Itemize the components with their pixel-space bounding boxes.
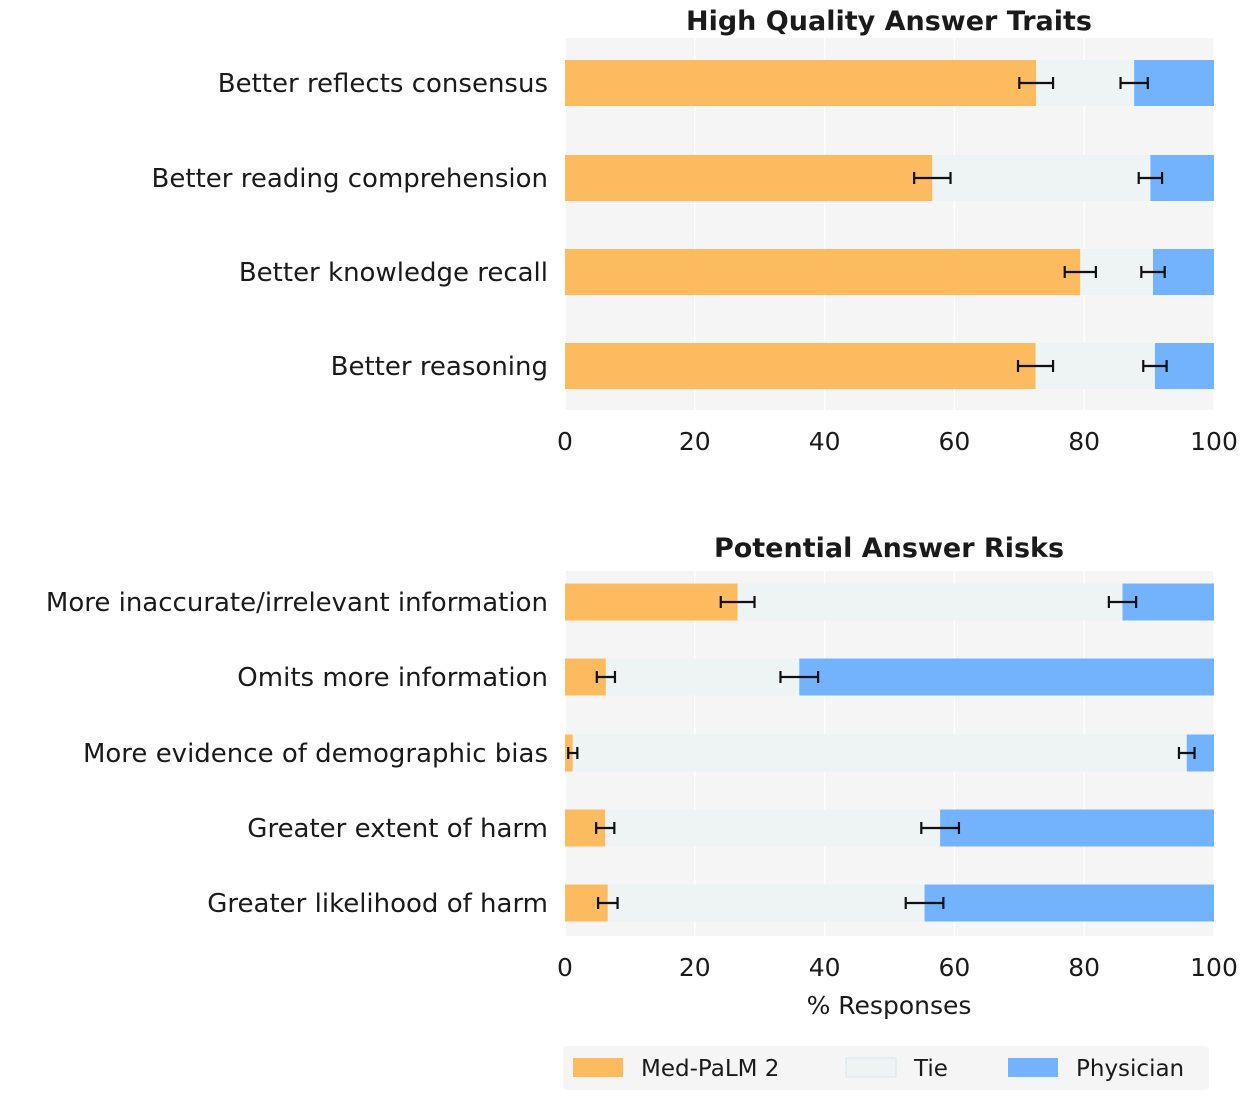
x-tick-label: 0 bbox=[557, 953, 573, 982]
error-bar bbox=[1018, 77, 1055, 89]
bar-tie bbox=[607, 884, 925, 922]
legend-item-physician: Physician bbox=[1008, 1056, 1184, 1082]
error-bar bbox=[904, 897, 945, 909]
category-label: More inaccurate/irrelevant information bbox=[46, 588, 548, 618]
bar-tie bbox=[572, 734, 1187, 772]
x-tick-label: 60 bbox=[938, 427, 970, 456]
bar-medpalm bbox=[565, 583, 738, 621]
x-axis-label: % Responses bbox=[807, 991, 972, 1020]
category-label: Better reading comprehension bbox=[152, 164, 548, 194]
panel-high-quality-traits: High Quality Answer Traits Better reflec… bbox=[152, 6, 1238, 456]
x-tick-label: 80 bbox=[1068, 953, 1100, 982]
category-label: Better reflects consensus bbox=[218, 69, 548, 99]
x-tick-label: 40 bbox=[809, 427, 841, 456]
error-bar bbox=[1063, 266, 1097, 278]
bar-tie bbox=[605, 809, 941, 847]
bar-medpalm bbox=[565, 60, 1037, 106]
x-tick-label: 20 bbox=[679, 953, 711, 982]
error-bar bbox=[1119, 77, 1149, 89]
category-label: Greater extent of harm bbox=[247, 814, 548, 844]
bar-medpalm bbox=[565, 155, 933, 201]
bar-tie bbox=[1035, 343, 1155, 389]
chart-title: High Quality Answer Traits bbox=[686, 6, 1092, 37]
category-label: Greater likelihood of harm bbox=[207, 889, 548, 919]
x-tick-label: 20 bbox=[679, 427, 711, 456]
error-bar bbox=[1137, 172, 1164, 184]
legend: Med-PaLM 2 Tie Physician bbox=[563, 1046, 1209, 1090]
error-bar bbox=[596, 897, 619, 909]
category-label: Omits more information bbox=[237, 663, 548, 693]
bar-physician bbox=[940, 809, 1214, 847]
error-bar bbox=[1142, 360, 1168, 372]
legend-label-physician: Physician bbox=[1076, 1056, 1184, 1082]
error-bar bbox=[595, 671, 617, 683]
error-bar bbox=[779, 671, 820, 683]
bar-tie bbox=[605, 658, 800, 696]
error-bar bbox=[1140, 266, 1166, 278]
legend-swatch-physician bbox=[1008, 1058, 1058, 1077]
x-tick-label: 0 bbox=[557, 427, 573, 456]
bar-tie bbox=[737, 583, 1123, 621]
error-bar bbox=[913, 172, 952, 184]
error-bar bbox=[567, 747, 579, 759]
legend-label-tie: Tie bbox=[913, 1056, 948, 1082]
category-label: More evidence of demographic bias bbox=[83, 739, 548, 769]
error-bar bbox=[595, 822, 616, 834]
x-tick-label: 80 bbox=[1068, 427, 1100, 456]
chart-title: Potential Answer Risks bbox=[714, 533, 1064, 564]
legend-label-medpalm: Med-PaLM 2 bbox=[641, 1056, 779, 1082]
legend-item-tie: Tie bbox=[845, 1056, 948, 1082]
panel-potential-risks: Potential Answer Risks More inaccurate/i… bbox=[46, 533, 1238, 1020]
legend-swatch-medpalm bbox=[573, 1058, 623, 1077]
legend-swatch-tie bbox=[845, 1057, 897, 1078]
bar-physician bbox=[1122, 583, 1214, 621]
x-tick-label: 60 bbox=[938, 953, 970, 982]
error-bar bbox=[1107, 596, 1138, 608]
bar-physician bbox=[799, 658, 1214, 696]
bar-medpalm bbox=[565, 249, 1081, 295]
x-tick-label: 100 bbox=[1190, 427, 1238, 456]
error-bar bbox=[1016, 360, 1055, 372]
error-bar bbox=[719, 596, 756, 608]
category-label: Better reasoning bbox=[331, 352, 548, 382]
bar-physician bbox=[924, 884, 1214, 922]
category-label: Better knowledge recall bbox=[239, 258, 548, 288]
bar-tie bbox=[932, 155, 1151, 201]
x-tick-label: 40 bbox=[809, 953, 841, 982]
bar-medpalm bbox=[565, 343, 1036, 389]
error-bar bbox=[920, 822, 961, 834]
x-tick-label: 100 bbox=[1190, 953, 1238, 982]
legend-item-medpalm: Med-PaLM 2 bbox=[573, 1056, 779, 1082]
error-bar bbox=[1177, 747, 1196, 759]
